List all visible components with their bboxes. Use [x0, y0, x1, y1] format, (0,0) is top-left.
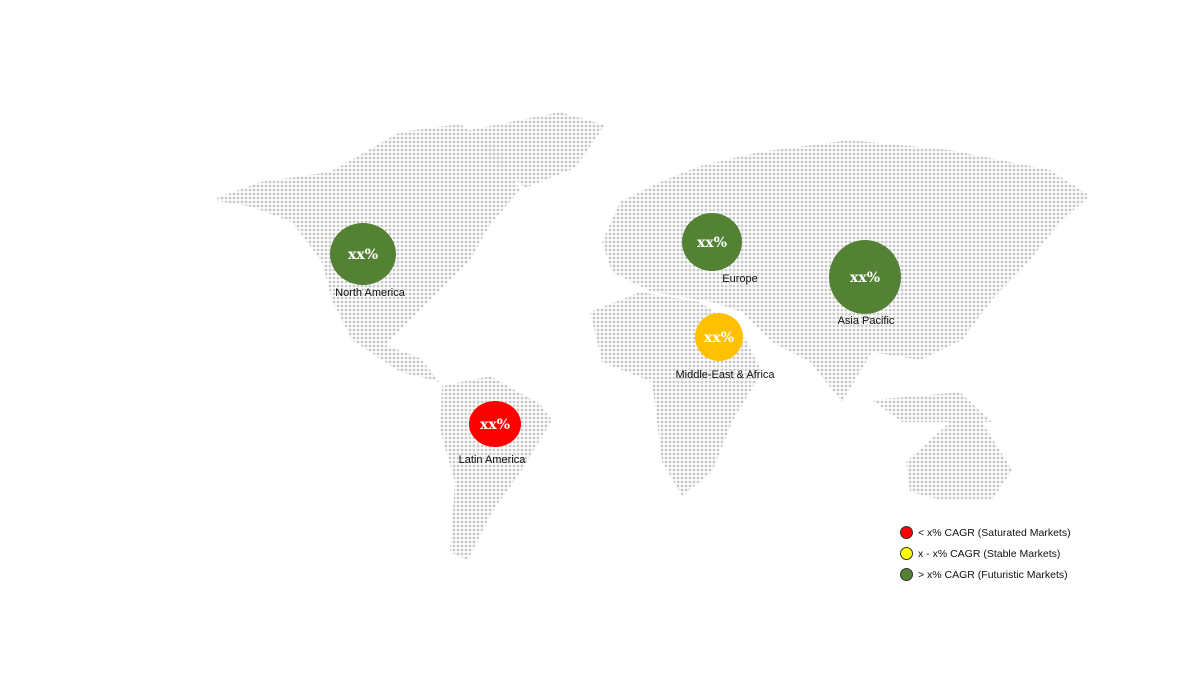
region-bubble — [330, 223, 396, 285]
legend-item-stable: x - x% CAGR (Stable Markets) — [900, 543, 1071, 564]
region-label-asia-pacific: Asia Pacific — [837, 315, 895, 327]
region-value: xx% — [704, 330, 734, 346]
continent-greenland — [470, 112, 605, 188]
region-value: xx% — [850, 270, 880, 286]
legend-label: x - x% CAGR (Stable Markets) — [918, 547, 1061, 560]
legend-label: > x% CAGR (Futuristic Markets) — [918, 568, 1068, 581]
legend-item-futuristic: > x% CAGR (Futuristic Markets) — [900, 564, 1071, 585]
legend-swatch — [900, 568, 913, 581]
legend: < x% CAGR (Saturated Markets) x - x% CAG… — [900, 522, 1071, 585]
region-value: xx% — [480, 417, 510, 433]
region-label-latin-america: Latin America — [458, 454, 526, 466]
region-label-middle-east-africa: Middle-East & Africa — [675, 369, 775, 381]
region-bubble — [469, 401, 521, 447]
region-bubble — [829, 240, 901, 314]
region-bubble — [695, 313, 743, 361]
continent-south-america — [440, 376, 552, 560]
region-bubble — [682, 213, 742, 271]
region-value: xx% — [697, 235, 727, 251]
legend-swatch — [900, 526, 913, 539]
continent-australia — [906, 422, 1012, 500]
legend-item-saturated: < x% CAGR (Saturated Markets) — [900, 522, 1071, 543]
region-value: xx% — [348, 247, 378, 263]
legend-swatch — [900, 547, 913, 560]
legend-label: < x% CAGR (Saturated Markets) — [918, 526, 1071, 539]
region-label-europe: Europe — [722, 273, 758, 285]
continent-indonesia — [872, 392, 992, 422]
region-label-north-america: North America — [335, 287, 405, 299]
